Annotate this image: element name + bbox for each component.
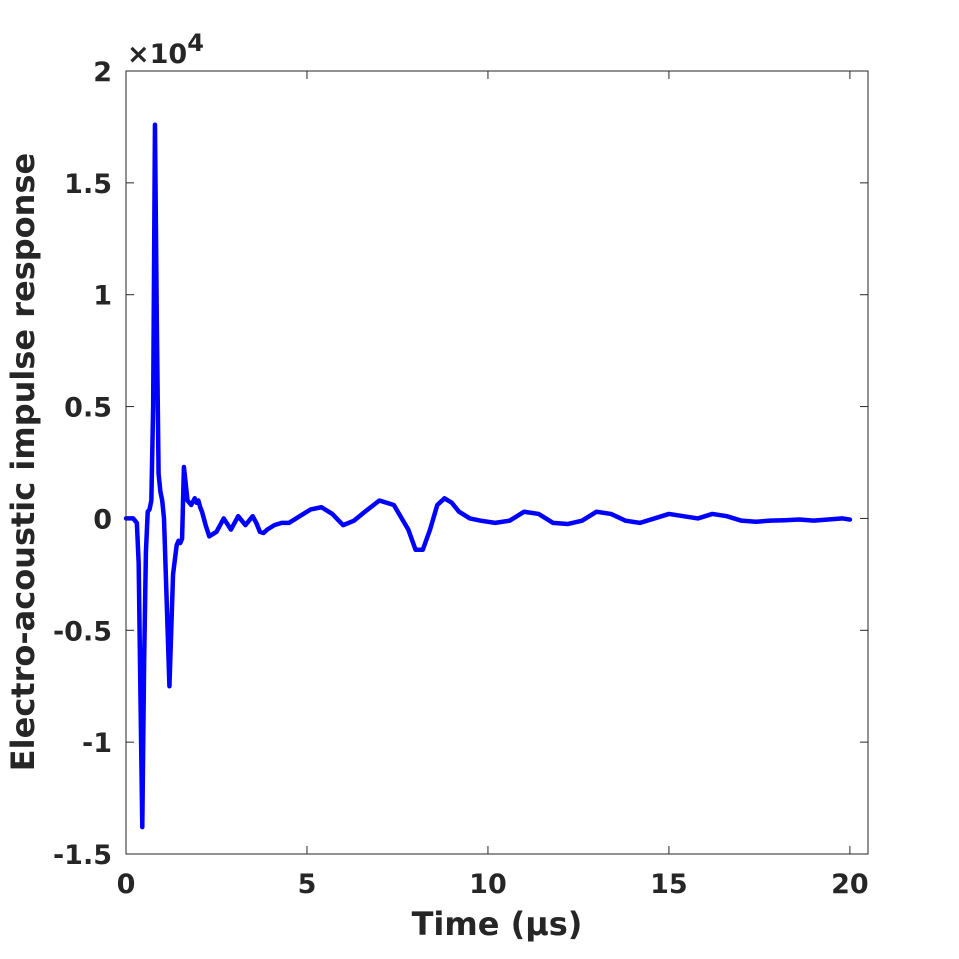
- x-tick-label: 20: [831, 869, 869, 900]
- y-exponent-label: ×104: [127, 29, 204, 70]
- x-axis-title: Time (μs): [412, 905, 583, 943]
- plot-background: [126, 71, 868, 854]
- y-tick-label: 1: [93, 281, 112, 312]
- y-tick-label: -0.5: [53, 616, 112, 647]
- x-tick-label: 0: [117, 869, 136, 900]
- y-exponent-base: ×10: [127, 39, 187, 70]
- x-tick-label: 15: [650, 869, 688, 900]
- y-tick-label: 0.5: [64, 393, 112, 424]
- tick-labels: 0 5 10 15 20 -1.5 -1 -0.5 0 0.5 1 1.5 2: [53, 57, 869, 900]
- series-line: [123, 122, 853, 830]
- y-tick-label: 2: [93, 57, 112, 88]
- y-exponent-power: 4: [187, 29, 204, 57]
- x-tick-label: 5: [298, 869, 317, 900]
- y-axis-title: Electro-acoustic impulse response: [4, 153, 42, 771]
- y-tick-label: -1.5: [53, 840, 112, 871]
- y-tick-label: 0: [93, 504, 112, 535]
- plot-frame: [125, 70, 869, 855]
- x-tick-label: 10: [469, 869, 507, 900]
- y-tick-label: -1: [82, 728, 112, 759]
- y-tick-label: 1.5: [64, 169, 112, 200]
